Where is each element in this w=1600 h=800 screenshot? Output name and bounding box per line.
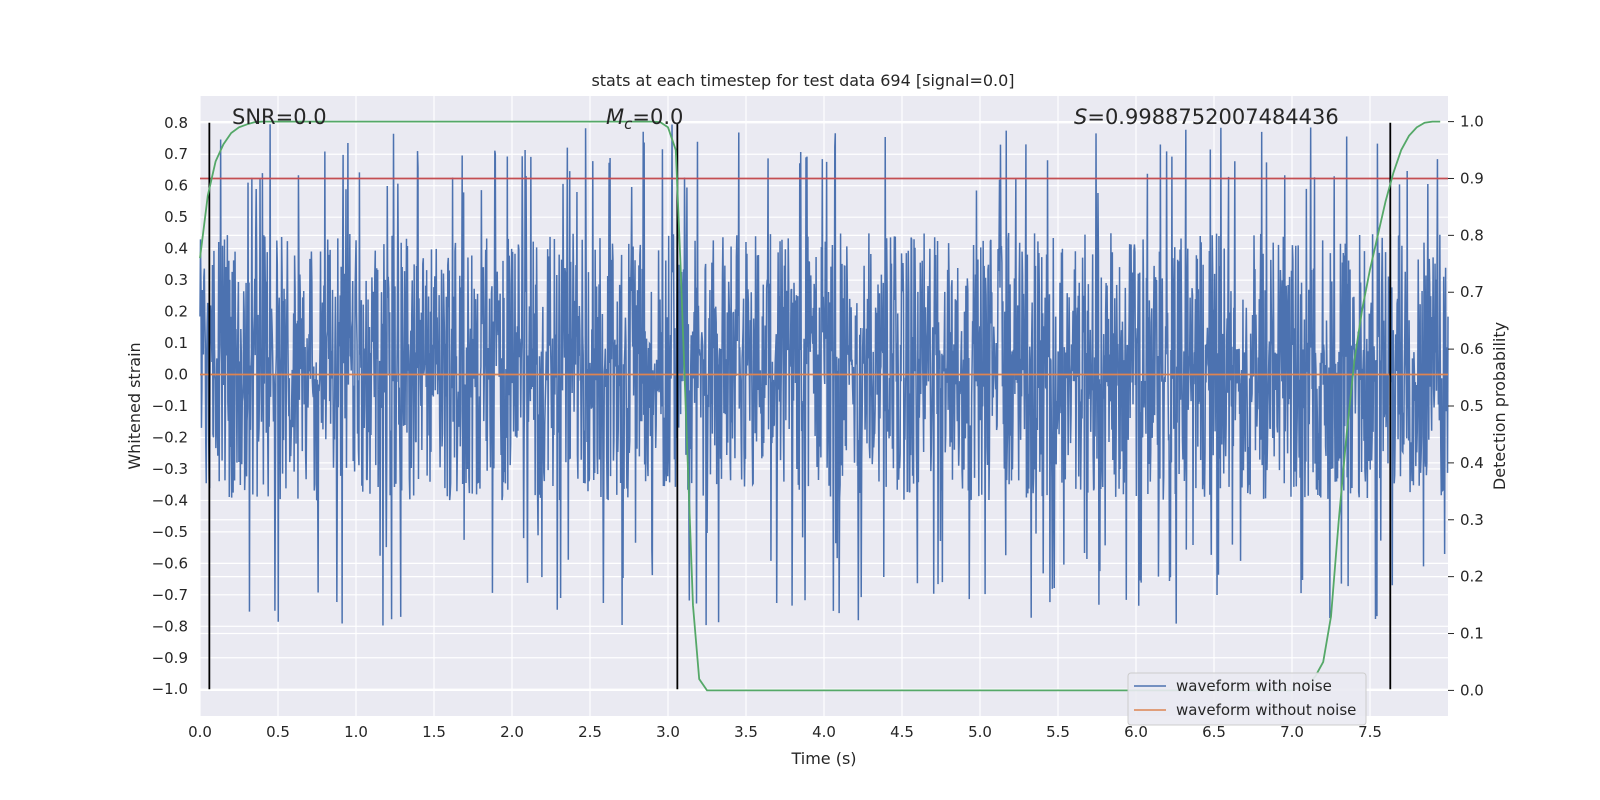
y-left-tick-label: −0.9 (152, 649, 188, 667)
y-left-tick-label: 0.7 (164, 145, 188, 163)
mc-annotation: Mc=0.0 (606, 105, 683, 133)
x-tick-label: 3.0 (656, 723, 680, 741)
y-right-tick-label: 0.8 (1460, 226, 1484, 244)
mc-value: =0.0 (632, 105, 683, 129)
y-left-tick-label: −0.6 (152, 554, 188, 572)
legend-label-waveform-without-noise: waveform without noise (1176, 701, 1356, 719)
y-left-tick-label: 0.6 (164, 177, 188, 195)
y-left-tick-label: 0.8 (164, 114, 188, 132)
legend-label-waveform-with-noise: waveform with noise (1176, 677, 1332, 695)
right-y-axis-label: Detection probability (1490, 322, 1509, 490)
x-tick-label: 4.5 (890, 723, 914, 741)
y-left-tick-label: −0.1 (152, 397, 188, 415)
y-left-tick-label: 0.1 (164, 334, 188, 352)
y-left-tick-label: 0.0 (164, 366, 188, 384)
x-tick-label: 0.5 (266, 723, 290, 741)
y-right-tick-label: 0.0 (1460, 681, 1484, 699)
x-axis-ticks: 0.0 0.5 1.0 1.5 2.0 2.5 3.0 3.5 4.0 4.5 5.0 5.5 6.0 6… (188, 723, 1382, 741)
y-right-tick-label: 0.2 (1460, 568, 1484, 586)
y-right-tick-label: 0.5 (1460, 397, 1484, 415)
legend-box (1127, 672, 1367, 726)
y-left-tick-label: 0.5 (164, 208, 188, 226)
x-tick-label: 6.5 (1202, 723, 1226, 741)
s-value: =0.9988752007484436 (1087, 105, 1338, 129)
y-left-tick-label: −0.3 (152, 460, 188, 478)
y-left-tick-label: −0.5 (152, 523, 188, 541)
vertical-markers (208, 122, 1392, 690)
noise-waveform-line (199, 124, 1449, 626)
x-tick-label: 5.5 (1046, 723, 1070, 741)
y-right-tick-label: 0.7 (1460, 283, 1484, 301)
left-y-axis-label: Whitened strain (125, 342, 144, 469)
y-right-tick-label: 0.3 (1460, 511, 1484, 529)
x-tick-label: 1.5 (422, 723, 446, 741)
y-right-tick-label: 0.4 (1460, 454, 1484, 472)
snr-annotation: SNR=0.0 (232, 105, 327, 129)
detection-probability-line (199, 120, 1441, 692)
y-left-tick-label: 0.3 (164, 271, 188, 289)
mc-symbol: M (606, 105, 624, 129)
y-left-tick-label: 0.4 (164, 240, 188, 258)
x-tick-label: 0.0 (188, 723, 212, 741)
y-left-tick-label: −0.2 (152, 428, 188, 446)
x-axis-label: Time (s) (790, 749, 856, 768)
x-tick-label: 3.5 (734, 723, 758, 741)
x-tick-label: 2.0 (500, 723, 524, 741)
y-left-tick-label: −1.0 (152, 680, 188, 698)
y-right-tick-label: 0.1 (1460, 625, 1484, 643)
legend: waveform with noise waveform without noi… (1127, 672, 1367, 726)
y-right-tick-label: 0.9 (1460, 169, 1484, 187)
s-symbol: S (1074, 105, 1087, 129)
x-tick-label: 6.0 (1124, 723, 1148, 741)
series-detection-probability (199, 120, 1441, 692)
series-waveform-with-noise (199, 124, 1449, 626)
chart-title: stats at each timestep for test data 694… (591, 71, 1014, 90)
y-left-tick-label: 0.2 (164, 303, 188, 321)
y-right-tick-label: 0.6 (1460, 340, 1484, 358)
x-tick-label: 2.5 (578, 723, 602, 741)
x-tick-label: 7.0 (1280, 723, 1304, 741)
s-annotation: S=0.9988752007484436 (1074, 105, 1339, 129)
y-left-tick-label: −0.7 (152, 586, 188, 604)
x-tick-label: 5.0 (968, 723, 992, 741)
y-left-tick-label: −0.8 (152, 617, 188, 635)
x-tick-label: 4.0 (812, 723, 836, 741)
mc-subscript: c (624, 115, 633, 133)
y-left-tick-label: −0.4 (152, 491, 188, 509)
x-tick-label: 1.0 (344, 723, 368, 741)
y-right-tick-label: 1.0 (1460, 113, 1484, 131)
left-y-axis-ticks: 0.8 0.7 0.6 0.5 0.4 0.3 0.2 0.1 0.0 −0.1 −0.2 −0.3 −… (152, 114, 188, 698)
right-y-axis-ticks: 1.0 0.9 0.8 0.7 0.6 0.5 0.4 0.3 0.2 0.1 0.0 (1448, 113, 1484, 699)
x-tick-label: 7.5 (1358, 723, 1382, 741)
